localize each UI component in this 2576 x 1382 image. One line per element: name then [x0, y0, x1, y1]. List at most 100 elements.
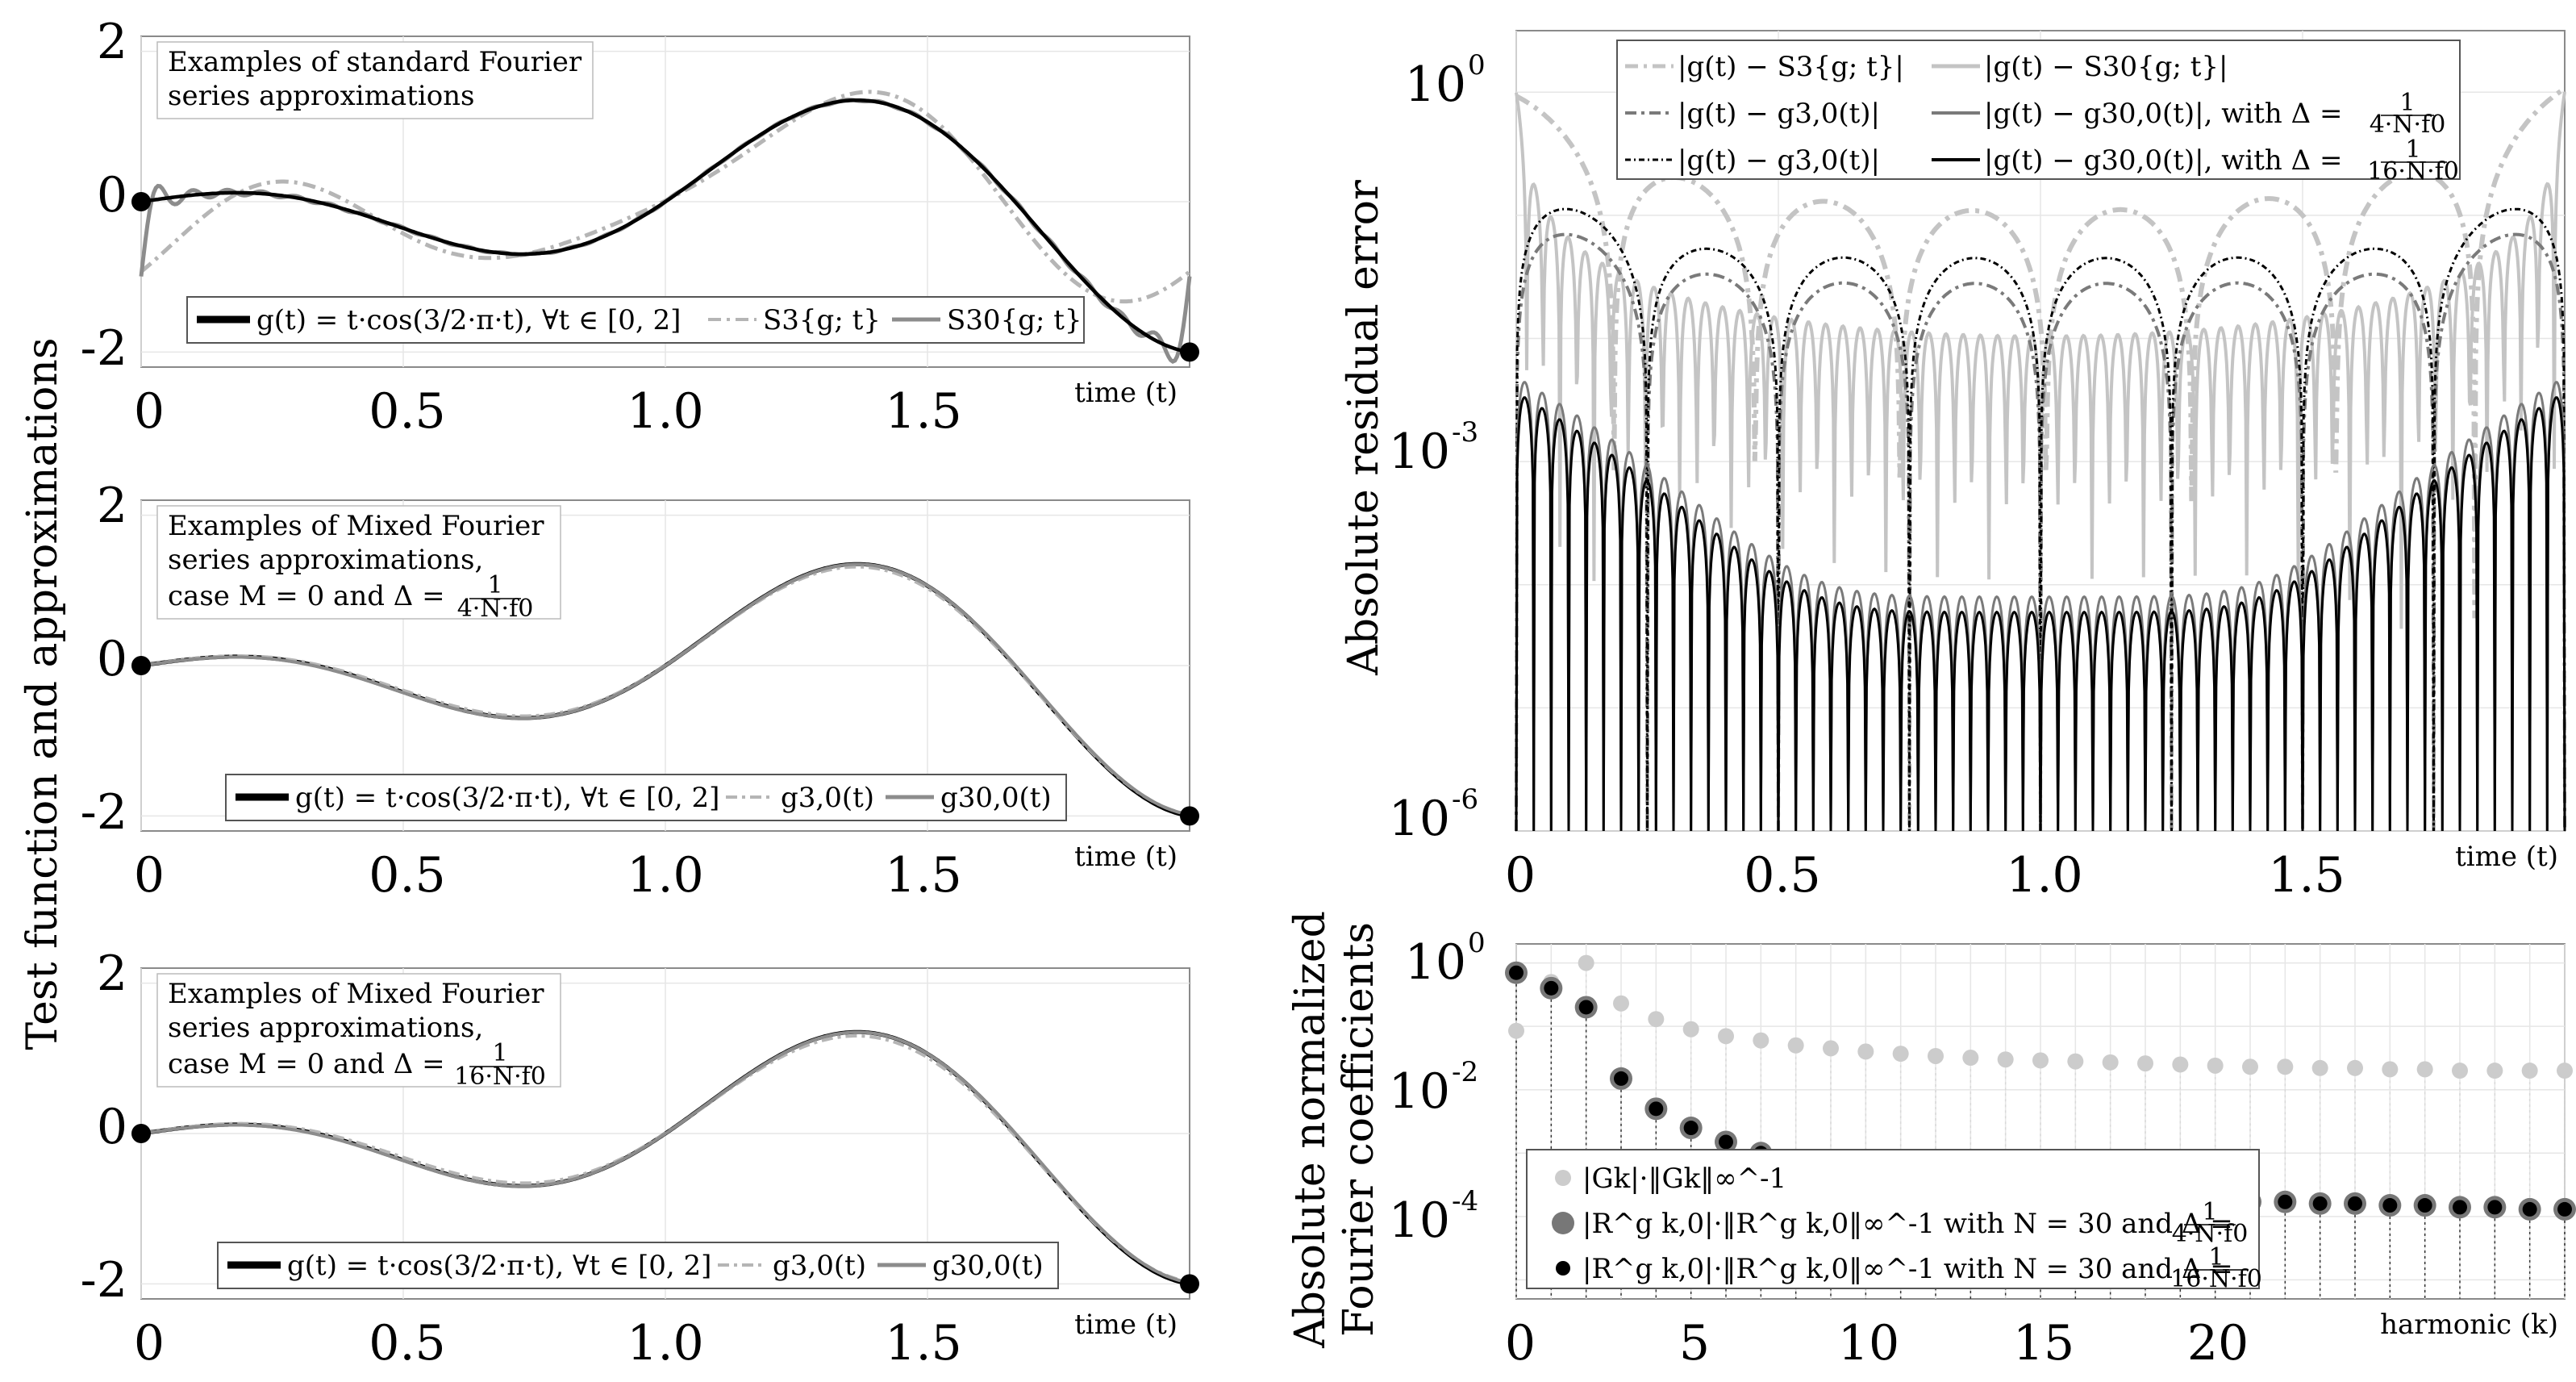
- panel-a-annotation: Examples of standard Fourier: [168, 46, 582, 78]
- panel-c-lines: [131, 1029, 1199, 1294]
- coef-point-gk: [1648, 1011, 1665, 1028]
- coef-point-rk-b: [1578, 1000, 1594, 1015]
- panel-d-ytick: 10: [1389, 424, 1450, 480]
- panel-c-legend-entry: g(t) = t·cos(3/2·π·t), ∀t ∈ [0, 2]: [287, 1250, 711, 1282]
- panel-a-xtick: 1.5: [885, 383, 961, 440]
- coef-point-gk: [1613, 995, 1629, 1012]
- panel-e-xticks: 0 5 10 15 20: [1505, 1315, 2249, 1372]
- panel-d-legend-entry: |g(t) − g3,0(t)|: [1678, 144, 1880, 177]
- panel-c-ytick: -2: [81, 1252, 127, 1309]
- panel-b: 0 0.5 1.0 1.5 2 0 -2 time (t) Examples o…: [81, 478, 1199, 904]
- panel-e-ytick-exp: -4: [1452, 1185, 1478, 1217]
- panel-c-annotation-box: [156, 973, 561, 1088]
- panel-d-xtick: 1.0: [2006, 847, 2082, 904]
- panel-b-legend-entry: g(t) = t·cos(3/2·π·t), ∀t ∈ [0, 2]: [295, 782, 719, 814]
- coef-point-gk: [2067, 1053, 2084, 1070]
- panel-a-ytick: 0: [97, 167, 127, 223]
- panel-e-xlabel: harmonic (k): [2380, 1309, 2558, 1341]
- panel-d-legend-box: [1616, 40, 2461, 180]
- panel-c-annotation: Examples of Mixed Fourier: [168, 978, 544, 1010]
- panel-d-legend-entry: |g(t) − S30{g; t}|: [1984, 51, 2228, 83]
- panel-e: Absolute normalized Fourier coefficients…: [1286, 911, 2576, 1372]
- panel-d: Absolute residual error 0 0.5 1.0 1.5 10…: [1340, 30, 2566, 904]
- panel-e-legend: |Gk|·‖Gk‖∞^-1 |R^g k,0|·‖R^g k,0‖∞^-1 wi…: [1526, 1149, 2262, 1293]
- coef-point-gk: [2172, 1056, 2189, 1073]
- panel-c-annotation: case M = 0 and Δ =: [168, 1048, 445, 1080]
- panel-b-frac-num: 1: [487, 571, 502, 599]
- panel-d-xtick: 0: [1505, 847, 1536, 904]
- panel-e-legend-entry: |R^g k,0|·‖R^g k,0‖∞^-1 with N = 30 and …: [1582, 1208, 2233, 1240]
- panel-c-frac-num: 1: [492, 1039, 507, 1067]
- panel-a-yticks: 2 0 -2: [81, 14, 127, 377]
- panel-a-xticks: 0 0.5 1.0 1.5: [134, 383, 962, 440]
- coef-point-rk-b: [1683, 1121, 1699, 1136]
- coef-point-gk: [1823, 1040, 1839, 1057]
- panel-b-ytick: 2: [97, 478, 127, 534]
- coef-point-gk: [1682, 1021, 1699, 1038]
- coef-point-rk-b: [2348, 1196, 2362, 1211]
- panel-d-ytick: 10: [1389, 791, 1450, 847]
- panel-c-legend-entry: g30,0(t): [932, 1250, 1044, 1282]
- coef-point-gk: [2452, 1063, 2468, 1079]
- panel-d-legend-entry: |g(t) − S3{g; t}|: [1678, 51, 1904, 83]
- series-err-s3: [1515, 86, 2566, 619]
- panel-b-annotation-box: [156, 505, 561, 620]
- panel-b-xtick: 1.0: [627, 847, 703, 904]
- coef-point-rk-b: [1544, 980, 1559, 996]
- series-err-g3-b: [1515, 207, 2566, 832]
- panel-e-legend-frac-den: 16·N·f0: [2170, 1265, 2262, 1293]
- panel-b-xticks: 0 0.5 1.0 1.5: [134, 847, 962, 904]
- panel-a-legend: g(t) = t·cos(3/2·π·t), ∀t ∈ [0, 2] S3{g;…: [186, 296, 1085, 344]
- panel-c-xtick: 0: [134, 1315, 165, 1372]
- panel-b-xtick: 0: [134, 847, 165, 904]
- panel-c-xtick: 1.5: [885, 1315, 961, 1372]
- endpoint-marker: [1180, 342, 1199, 362]
- panel-d-legend-frac-den: 4·N·f0: [2370, 111, 2446, 139]
- coef-point-gk: [2311, 1059, 2328, 1076]
- legend-marker: [1556, 1261, 1570, 1276]
- panel-d-lines: [1515, 86, 2566, 832]
- panel-b-ytick: 0: [97, 631, 127, 687]
- panel-d-legend-entry: |g(t) − g30,0(t)|, with Δ =: [1984, 144, 2342, 177]
- panel-b-legend: g(t) = t·cos(3/2·π·t), ∀t ∈ [0, 2] g3,0(…: [225, 774, 1067, 821]
- panel-e-legend-entry: |R^g k,0|·‖R^g k,0‖∞^-1 with N = 30 and …: [1582, 1253, 2233, 1285]
- coef-point-gk: [2137, 1055, 2153, 1072]
- panel-d-legend-frac-num: 1: [2405, 136, 2420, 164]
- panel-e-legend-frac-den: 4·N·f0: [2172, 1220, 2249, 1248]
- panel-d-legend-frac-num: 1: [2399, 89, 2415, 117]
- legend-marker: [1555, 1170, 1571, 1186]
- panel-d-ylabel: Absolute residual error: [1340, 180, 1388, 676]
- panel-c-xtick: 1.0: [627, 1315, 703, 1372]
- panel-d-xtick: 0.5: [1744, 847, 1820, 904]
- panel-e-xtick: 5: [1679, 1315, 1710, 1372]
- panel-d-ytick-exp: -3: [1452, 416, 1478, 449]
- coef-point-rk-b: [2487, 1200, 2503, 1215]
- panel-b-legend-box: [225, 774, 1067, 821]
- panel-b-ytick: -2: [81, 784, 127, 841]
- panel-d-legend-entry: |g(t) − g30,0(t)|, with Δ =: [1984, 98, 2342, 130]
- coef-point-rk-b: [2557, 1201, 2572, 1217]
- panel-d-ytick: 10: [1405, 56, 1466, 113]
- series-g3: [140, 565, 1190, 816]
- panel-a-xtick: 1.0: [627, 383, 703, 440]
- endpoint-marker: [131, 656, 151, 675]
- coef-point-rk-b: [2453, 1200, 2467, 1215]
- coef-point-gk: [2277, 1058, 2294, 1075]
- coef-point-gk: [1857, 1043, 1874, 1060]
- panel-a-ytick: -2: [81, 320, 127, 377]
- panel-e-ylabel: Fourier coefficients: [1335, 922, 1383, 1337]
- coef-point-rk-b: [2382, 1198, 2398, 1213]
- panel-e-ytick: 10: [1405, 934, 1466, 991]
- panel-b-annotation: series approximations,: [168, 544, 483, 576]
- panel-b-xtick: 1.5: [885, 847, 961, 904]
- panel-c-frac-den: 16·N·f0: [454, 1063, 546, 1091]
- coef-point-gk: [1578, 954, 1594, 971]
- panel-a-annotation: series approximations: [168, 80, 475, 112]
- panel-b-legend-entry: g30,0(t): [940, 782, 1052, 814]
- panel-c-ytick: 0: [97, 1099, 127, 1155]
- panel-e-legend-frac-num: 1: [2208, 1243, 2224, 1271]
- panel-a-legend-entry: S30{g; t}: [947, 304, 1082, 336]
- panel-b-annotation: case M = 0 and Δ =: [168, 580, 445, 612]
- panel-e-ytick-exp: -2: [1452, 1056, 1478, 1088]
